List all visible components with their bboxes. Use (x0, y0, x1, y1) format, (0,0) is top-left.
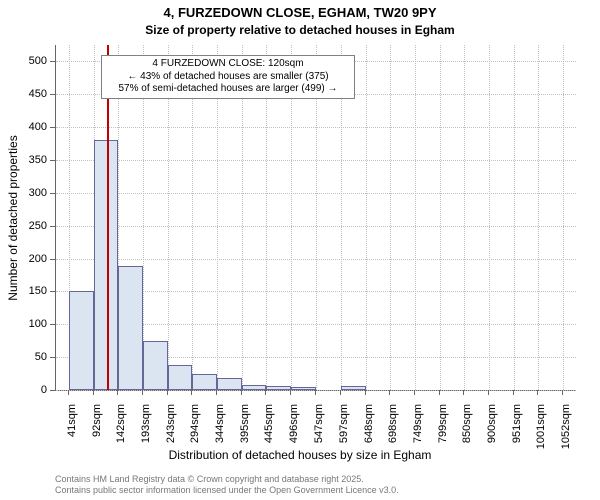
xtick-label: 799sqm (437, 404, 449, 443)
ytick-mark (50, 324, 55, 325)
histogram-bar (266, 386, 291, 390)
histogram-bar (69, 291, 94, 390)
ytick-label: 150 (0, 285, 47, 297)
attribution-text: Contains HM Land Registry data © Crown c… (55, 474, 399, 497)
xtick-mark (513, 390, 514, 395)
gridline-v (390, 45, 391, 390)
ytick-label: 450 (0, 88, 47, 100)
ytick-mark (50, 291, 55, 292)
xtick-mark (68, 390, 69, 395)
xtick-label: 850sqm (461, 404, 473, 443)
xtick-mark (315, 390, 316, 395)
chart-title: 4, FURZEDOWN CLOSE, EGHAM, TW20 9PY (0, 5, 600, 20)
xtick-label: 395sqm (239, 404, 251, 443)
ytick-label: 400 (0, 121, 47, 133)
xtick-label: 445sqm (263, 404, 275, 443)
ytick-label: 200 (0, 253, 47, 265)
xtick-label: 41sqm (66, 404, 78, 437)
histogram-bar (242, 385, 266, 390)
ytick-mark (50, 390, 55, 391)
ytick-label: 350 (0, 154, 47, 166)
annotation-line: 4 FURZEDOWN CLOSE: 120sqm (104, 58, 352, 71)
gridline-v (489, 45, 490, 390)
plot-area: 4 FURZEDOWN CLOSE: 120sqm← 43% of detach… (55, 45, 576, 391)
histogram-bar (118, 266, 143, 390)
xtick-mark (439, 390, 440, 395)
xtick-label: 749sqm (412, 404, 424, 443)
xtick-mark (241, 390, 242, 395)
histogram-bar (168, 365, 193, 390)
xtick-label: 951sqm (511, 404, 523, 443)
histogram-bar (341, 386, 366, 390)
annotation-line: 57% of semi-detached houses are larger (… (104, 83, 352, 96)
xtick-label: 547sqm (313, 404, 325, 443)
ytick-mark (50, 160, 55, 161)
gridline-v (415, 45, 416, 390)
ytick-label: 500 (0, 55, 47, 67)
ytick-mark (50, 127, 55, 128)
xtick-mark (265, 390, 266, 395)
xtick-mark (142, 390, 143, 395)
gridline-v (538, 45, 539, 390)
xtick-label: 648sqm (363, 404, 375, 443)
xtick-label: 193sqm (140, 404, 152, 443)
chart-container: 4, FURZEDOWN CLOSE, EGHAM, TW20 9PY Size… (0, 0, 600, 500)
xtick-mark (117, 390, 118, 395)
xtick-mark (537, 390, 538, 395)
xtick-mark (365, 390, 366, 395)
annotation-box: 4 FURZEDOWN CLOSE: 120sqm← 43% of detach… (101, 55, 355, 99)
xtick-mark (389, 390, 390, 395)
xtick-label: 92sqm (91, 404, 103, 437)
ytick-label: 300 (0, 187, 47, 199)
xtick-mark (562, 390, 563, 395)
histogram-bar (143, 341, 167, 390)
xtick-mark (290, 390, 291, 395)
xtick-mark (488, 390, 489, 395)
histogram-bar (94, 140, 118, 390)
ytick-label: 50 (0, 351, 47, 363)
ytick-mark (50, 226, 55, 227)
gridline-v (464, 45, 465, 390)
xtick-label: 597sqm (338, 404, 350, 443)
ytick-label: 0 (0, 384, 47, 396)
xtick-label: 900sqm (486, 404, 498, 443)
xtick-mark (414, 390, 415, 395)
histogram-bar (217, 378, 242, 390)
xtick-label: 496sqm (288, 404, 300, 443)
x-axis-label: Distribution of detached houses by size … (0, 448, 600, 462)
gridline-v (563, 45, 564, 390)
chart-subtitle: Size of property relative to detached ho… (0, 23, 600, 37)
xtick-mark (340, 390, 341, 395)
xtick-label: 1052sqm (560, 404, 572, 449)
histogram-bar (291, 387, 316, 390)
xtick-label: 243sqm (165, 404, 177, 443)
xtick-label: 1001sqm (535, 404, 547, 449)
ytick-mark (50, 259, 55, 260)
xtick-mark (93, 390, 94, 395)
gridline-v (514, 45, 515, 390)
histogram-bar (192, 374, 216, 390)
ytick-mark (50, 94, 55, 95)
attribution-line-1: Contains HM Land Registry data © Crown c… (55, 474, 399, 485)
xtick-label: 698sqm (387, 404, 399, 443)
ytick-mark (50, 357, 55, 358)
gridline-v (440, 45, 441, 390)
xtick-label: 142sqm (115, 404, 127, 443)
gridline-v (366, 45, 367, 390)
ytick-label: 250 (0, 220, 47, 232)
ytick-mark (50, 61, 55, 62)
ytick-mark (50, 193, 55, 194)
xtick-label: 294sqm (189, 404, 201, 443)
xtick-label: 344sqm (214, 404, 226, 443)
xtick-mark (216, 390, 217, 395)
attribution-line-2: Contains public sector information licen… (55, 485, 399, 496)
annotation-line: ← 43% of detached houses are smaller (37… (104, 71, 352, 84)
xtick-mark (191, 390, 192, 395)
xtick-mark (167, 390, 168, 395)
ytick-label: 100 (0, 318, 47, 330)
xtick-mark (463, 390, 464, 395)
